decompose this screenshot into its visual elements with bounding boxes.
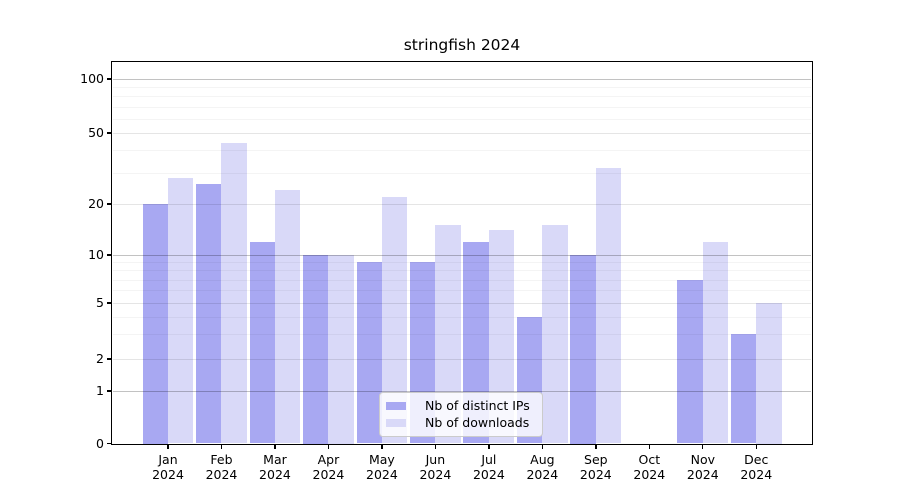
- y-tick-label: 10: [88, 247, 104, 262]
- x-tick-label-line: Apr: [317, 451, 340, 467]
- x-tick-label: Nov 2024: [675, 452, 731, 482]
- x-tick-label: Jun 2024: [407, 452, 463, 482]
- legend-label-distinct-ips: Nb of distinct IPs: [425, 398, 530, 413]
- x-tick-label-line: 2024: [366, 466, 398, 482]
- legend-item-downloads: Nb of downloads: [386, 416, 542, 430]
- x-tick-label-line: May: [368, 451, 395, 467]
- y-tick-mark: [107, 390, 111, 392]
- x-tick-mark: [327, 445, 330, 449]
- x-tick-label-line: Feb: [210, 451, 233, 467]
- bar: [595, 167, 622, 444]
- y-tick-mark: [107, 302, 111, 304]
- x-tick-mark: [648, 445, 651, 449]
- x-tick-label: Mar 2024: [247, 452, 303, 482]
- x-tick-label: Aug 2024: [514, 452, 570, 482]
- gridline: [113, 87, 811, 89]
- gridline: [113, 172, 811, 174]
- bar: [249, 241, 275, 444]
- legend-swatch-downloads-icon: [386, 418, 406, 428]
- y-tick-mark: [107, 78, 111, 80]
- x-tick-label-line: Mar: [263, 451, 287, 467]
- x-tick-label: Dec 2024: [728, 452, 784, 482]
- x-tick-mark: [702, 445, 704, 449]
- gridline: [113, 106, 811, 108]
- gridline: [113, 133, 811, 134]
- x-tick-label: Sep 2024: [568, 452, 624, 482]
- bar: [756, 303, 782, 444]
- x-tick-label: Oct 2024: [621, 452, 677, 482]
- x-tick-label: Feb 2024: [193, 452, 249, 482]
- bar: [677, 279, 703, 444]
- y-tick-label: 20: [88, 196, 104, 211]
- y-tick-mark: [107, 254, 111, 256]
- x-tick-label-line: 2024: [579, 466, 612, 482]
- bar: [542, 225, 568, 444]
- legend: Nb of distinct IPs Nb of downloads: [379, 392, 543, 437]
- bar: [274, 189, 301, 444]
- x-tick-label-line: 2024: [686, 466, 719, 482]
- y-tick-label: 50: [88, 125, 104, 140]
- y-tick-mark: [107, 132, 111, 134]
- y-tick-label: 100: [80, 71, 104, 86]
- x-tick-label-line: 2024: [205, 466, 238, 482]
- y-tick-mark: [107, 203, 111, 205]
- x-tick-label-line: Dec: [744, 451, 769, 467]
- legend-item-distinct-ips: Nb of distinct IPs: [386, 399, 542, 413]
- bar: [303, 255, 329, 444]
- chart-title: stringfish 2024: [403, 36, 521, 54]
- x-tick-label-line: Jul: [481, 451, 497, 467]
- x-tick-mark: [541, 445, 544, 449]
- x-tick-mark: [167, 445, 169, 449]
- bar: [221, 142, 247, 444]
- bar: [142, 204, 168, 444]
- bar: [356, 262, 382, 444]
- bar: [570, 255, 596, 444]
- gridline: [113, 150, 811, 152]
- bar: [168, 177, 194, 444]
- x-tick-label-line: Oct: [638, 451, 661, 467]
- x-tick-label-line: 2024: [472, 466, 505, 482]
- x-tick-label: May 2024: [354, 452, 410, 482]
- gridline: [113, 118, 811, 120]
- x-tick-label-line: Jun: [425, 451, 446, 467]
- x-tick-label: Jul 2024: [461, 452, 517, 482]
- x-tick-mark: [595, 445, 597, 449]
- y-tick-label: 1: [96, 383, 104, 398]
- x-tick-mark: [755, 445, 757, 449]
- legend-label-downloads: Nb of downloads: [425, 415, 530, 430]
- bar: [730, 334, 757, 444]
- x-tick-mark: [488, 445, 490, 449]
- x-tick-label-line: Jan: [158, 451, 178, 467]
- x-tick-mark: [381, 445, 383, 449]
- bar: [328, 255, 354, 444]
- y-tick-label: 0: [96, 435, 104, 451]
- x-tick-mark: [434, 445, 437, 449]
- x-tick-label: Apr 2024: [300, 452, 356, 482]
- y-tick-mark: [107, 442, 111, 445]
- x-tick-label-line: Nov: [690, 451, 715, 467]
- bar: [196, 183, 222, 444]
- x-tick-label: Jan 2024: [140, 452, 196, 482]
- x-tick-mark: [220, 445, 223, 449]
- x-tick-label-line: 2024: [419, 466, 452, 482]
- x-tick-label-line: 2024: [740, 466, 773, 482]
- y-tick-label: 5: [96, 295, 104, 310]
- gridline: [113, 96, 811, 98]
- x-tick-label-line: Aug: [530, 451, 555, 467]
- y-tick-mark: [107, 358, 111, 360]
- x-tick-label-line: Sep: [584, 451, 608, 467]
- gridline: [113, 79, 811, 80]
- x-tick-label-line: 2024: [526, 466, 559, 482]
- y-tick-label: 2: [96, 351, 104, 366]
- x-tick-label-line: 2024: [259, 466, 291, 482]
- x-tick-label-line: 2024: [152, 466, 184, 482]
- x-tick-label-line: 2024: [312, 466, 345, 482]
- legend-swatch-distinct-ips-icon: [386, 401, 406, 411]
- x-tick-mark: [274, 445, 276, 449]
- x-tick-label-line: 2024: [633, 466, 666, 482]
- bar: [702, 241, 729, 444]
